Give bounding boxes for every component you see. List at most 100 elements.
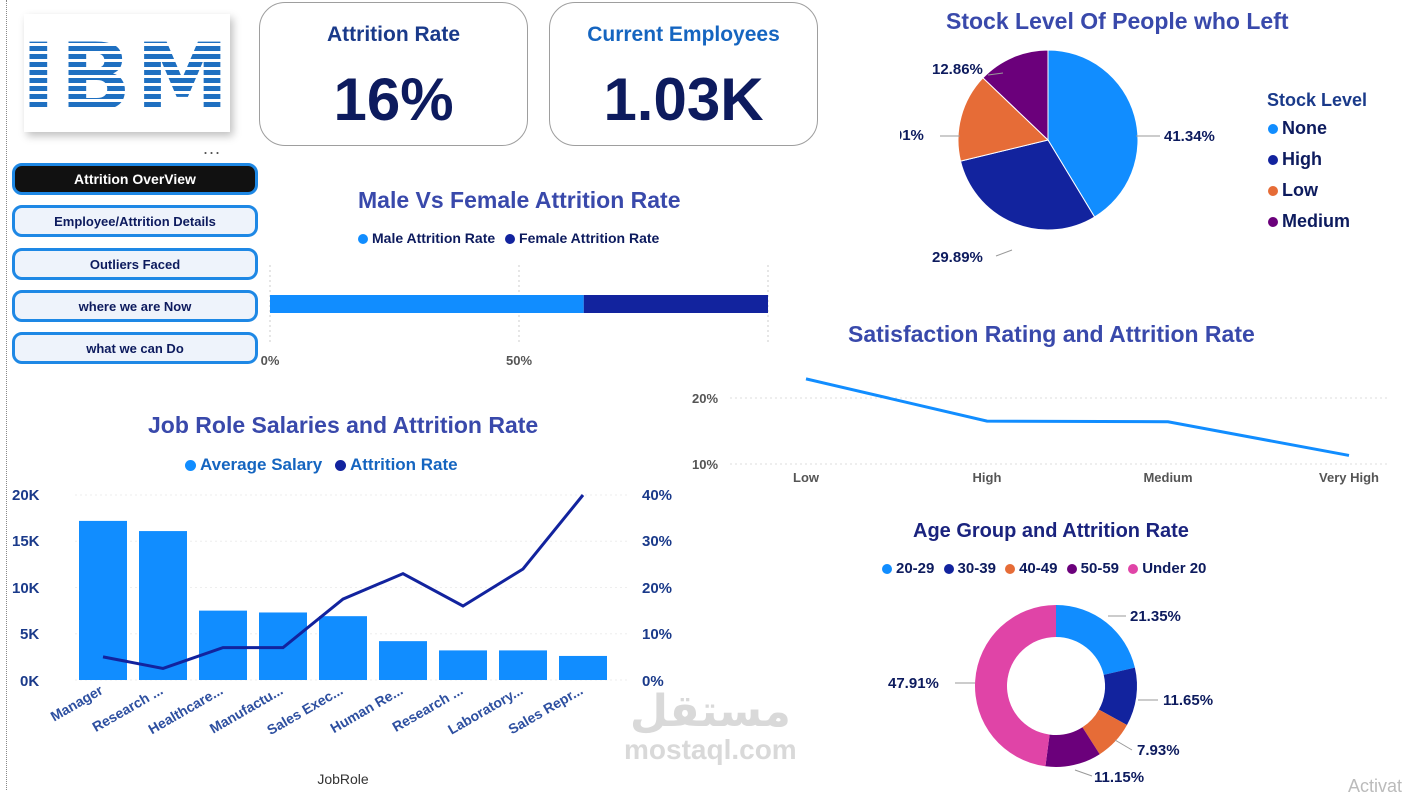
female-attrition-bar	[583, 295, 768, 313]
stock-slice-none	[1047, 50, 1139, 218]
male-legend-icon	[358, 234, 368, 245]
age-segment-30-39	[1098, 667, 1137, 726]
female-legend-icon	[505, 234, 516, 245]
age-under-20-icon	[1128, 564, 1139, 575]
attrition-rate-value: 16%	[333, 66, 454, 133]
salary-bar	[559, 655, 607, 680]
tick-0: 0%	[261, 353, 280, 368]
attrition-rate-title: Attrition Rate	[327, 23, 460, 46]
ytick-20: 20%	[692, 391, 718, 406]
rtick-20: 20%	[642, 580, 672, 597]
salary-bar	[79, 520, 127, 680]
rtick-0: 0%	[642, 673, 664, 690]
watermark-arabic: مستقل	[629, 687, 791, 736]
age-30-39-icon	[943, 564, 954, 575]
nav-where-now-button[interactable]: where we are Now	[12, 290, 258, 322]
age-segment-20-29	[1056, 605, 1135, 675]
more-options-icon[interactable]: ...	[203, 138, 222, 158]
xtick-very-high: Very High	[1319, 470, 1379, 485]
satisfaction-chart-title: Satisfaction Rating and Attrition Rate	[848, 321, 1255, 347]
low-legend-label: Low	[1282, 180, 1318, 200]
high-legend-label: High	[1282, 149, 1322, 169]
age-50-59-label: 50-59	[1080, 560, 1120, 577]
salary-legend-icon	[185, 460, 196, 472]
age-segment-40-49	[1082, 709, 1127, 755]
stock-legend-title: Stock Level	[1267, 90, 1368, 110]
stock-pie-chart: 12.86% 15.91% 29.89% 41.34%	[900, 50, 1215, 266]
salary-bar	[499, 650, 547, 680]
watermark: مستقل mostaql.com	[624, 690, 797, 766]
leader-40-49	[1114, 739, 1133, 751]
xtick-medium: Medium	[1143, 470, 1192, 485]
label-none: 41.34%	[1164, 128, 1215, 145]
label-low: 15.91%	[900, 127, 924, 144]
medium-legend-label: Medium	[1282, 211, 1351, 231]
high-legend-icon	[1268, 155, 1278, 166]
nav-what-to-do-button[interactable]: what we can Do	[12, 332, 258, 364]
current-employees-value: 1.03K	[603, 66, 764, 133]
nav-employee-details-button[interactable]: Employee/Attrition Details	[12, 205, 258, 237]
ltick-5k: 5K	[20, 626, 39, 643]
rtick-30: 30%	[642, 533, 672, 550]
age-legend: 20-29 30-39 40-49 50-59 Under 20	[882, 560, 1206, 577]
ltick-20k: 20K	[12, 487, 40, 504]
none-legend-label: None	[1282, 118, 1327, 138]
age-30-39-label: 30-39	[957, 560, 996, 577]
watermark-latin: mostaql.com	[624, 734, 797, 765]
ytick-10: 10%	[692, 457, 718, 472]
stock-legend-high: High	[1268, 149, 1322, 170]
male-attrition-bar	[270, 295, 584, 313]
salary-bar	[319, 616, 367, 680]
tick-50: 50%	[506, 353, 532, 368]
nav-outliers-button[interactable]: Outliers Faced	[12, 248, 258, 280]
stock-legend-none: None	[1268, 118, 1327, 139]
leader-50-59	[1074, 769, 1093, 777]
page-left-border	[6, 0, 7, 790]
age-chart-title: Age Group and Attrition Rate	[913, 520, 1189, 542]
gender-chart-title: Male Vs Female Attrition Rate	[358, 187, 681, 213]
rtick-10: 10%	[642, 626, 672, 643]
female-legend-label: Female Attrition Rate	[519, 230, 660, 246]
stock-chart-title: Stock Level Of People who Left	[946, 8, 1289, 34]
attrition-legend-label: Attrition Rate	[349, 455, 458, 474]
leader-high	[995, 249, 1013, 257]
low-legend-icon	[1268, 186, 1278, 197]
age-40-49-label: 40-49	[1019, 560, 1058, 577]
stock-slice-medium	[982, 50, 1049, 142]
ltick-15k: 15K	[12, 533, 40, 550]
gender-chart: 0% 50%	[261, 265, 769, 368]
nav-attrition-overview-button[interactable]: Attrition OverView	[12, 163, 258, 195]
salary-legend-label: Average Salary	[200, 455, 323, 474]
salary-bar	[439, 650, 487, 680]
age-50-59-icon	[1066, 564, 1077, 575]
age-segment-50-59	[1045, 727, 1100, 767]
stock-legend-low: Low	[1268, 180, 1318, 201]
current-employees-card: Current Employees 1.03K	[549, 2, 818, 146]
stock-slice-high	[959, 139, 1096, 231]
ltick-10k: 10K	[12, 580, 40, 597]
attrition-rate-card: Attrition Rate 16%	[259, 2, 528, 146]
male-legend-label: Male Attrition Rate	[372, 230, 496, 246]
ibm-logo: IBM	[21, 24, 229, 133]
age-20-29-icon	[882, 564, 892, 575]
stock-legend-medium: Medium	[1268, 211, 1350, 232]
xtick-high: High	[973, 470, 1002, 485]
ibm-logo-card: IBM	[21, 14, 230, 133]
gender-chart-legend: Male Attrition Rate Female Attrition Rat…	[358, 230, 659, 246]
age-segment-under-20	[974, 605, 1056, 767]
current-employees-title: Current Employees	[587, 23, 780, 46]
none-legend-icon	[1268, 124, 1278, 135]
attrition-rate-line	[102, 494, 585, 670]
label-50-59: 11.15%	[1094, 769, 1144, 786]
salary-bar	[139, 531, 187, 680]
age-under-20-label: Under 20	[1142, 560, 1207, 577]
xtick-low: Low	[793, 470, 820, 485]
age-donut-chart: 21.35% 11.65% 7.93% 11.15% 47.91%	[888, 605, 1213, 786]
ltick-0k: 0K	[20, 673, 39, 690]
jobrole-legend: Average Salary Attrition Rate	[185, 455, 458, 475]
jobrole-chart-title: Job Role Salaries and Attrition Rate	[148, 412, 539, 438]
label-high: 29.89%	[932, 249, 983, 266]
age-40-49-icon	[1005, 564, 1016, 575]
satisfaction-line	[805, 377, 1350, 457]
jobrole-chart: 20K 15K 10K 5K 0K 40% 30% 20% 10% 0% Man…	[12, 487, 672, 787]
